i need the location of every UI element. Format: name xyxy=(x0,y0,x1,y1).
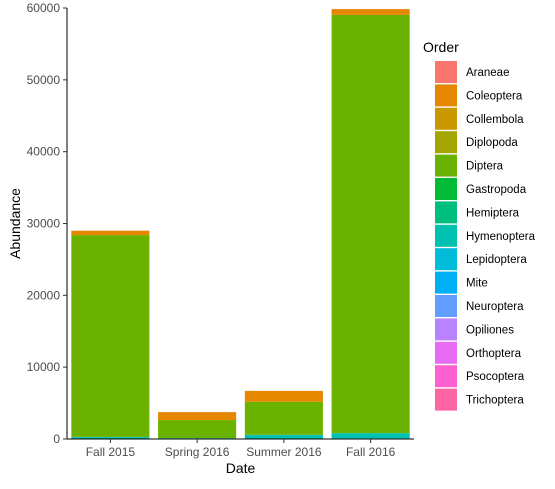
bar-segment-diptera-fall-2015 xyxy=(71,235,149,437)
bar-segment-hymenoptera-summer-2016 xyxy=(245,435,323,439)
y-tick-label: 50000 xyxy=(27,73,61,87)
y-tick-label: 0 xyxy=(53,432,60,446)
legend-key-coleoptera xyxy=(435,84,457,106)
legend-label-coleoptera: Coleoptera xyxy=(466,90,523,102)
bar-segment-diptera-fall-2016 xyxy=(332,15,410,433)
legend-key-neuroptera xyxy=(435,295,457,317)
bar-segment-coleoptera-spring-2016 xyxy=(158,412,236,420)
legend: Order Araneae Coleoptera Collembola Diplopod… xyxy=(423,39,536,411)
x-tick-label: Spring 2016 xyxy=(165,445,230,459)
legend-key-gastropoda xyxy=(435,178,457,200)
legend-label-gastropoda: Gastropoda xyxy=(466,184,527,196)
bars-layer xyxy=(71,9,409,439)
y-tick-label: 60000 xyxy=(27,1,61,15)
legend-title: Order xyxy=(423,39,459,55)
x-axis-title: Date xyxy=(226,460,256,476)
legend-label-orthoptera: Orthoptera xyxy=(466,348,522,360)
bar-segment-diptera-summer-2016 xyxy=(245,402,323,435)
legend-key-araneae xyxy=(435,61,457,83)
legend-key-hemiptera xyxy=(435,201,457,223)
legend-key-diptera xyxy=(435,155,457,177)
legend-label-hemiptera: Hemiptera xyxy=(466,207,520,219)
legend-label-trichoptera: Trichoptera xyxy=(466,395,524,407)
y-tick-label: 40000 xyxy=(27,145,61,159)
legend-key-lepidoptera xyxy=(435,248,457,270)
legend-label-opiliones: Opiliones xyxy=(466,324,514,336)
legend-label-diptera: Diptera xyxy=(466,161,504,173)
y-tick-label: 30000 xyxy=(27,217,61,231)
bar-segment-coleoptera-fall-2015 xyxy=(71,231,149,235)
y-tick-label: 10000 xyxy=(27,360,61,374)
x-tick-label: Fall 2016 xyxy=(346,445,396,459)
legend-key-diplopoda xyxy=(435,131,457,153)
y-tick-label: 20000 xyxy=(27,288,61,302)
legend-label-neuroptera: Neuroptera xyxy=(466,301,524,313)
y-axis-title: Abundance xyxy=(7,188,23,259)
bar-segment-diptera-spring-2016 xyxy=(158,420,236,438)
legend-key-hymenoptera xyxy=(435,225,457,247)
legend-label-lepidoptera: Lepidoptera xyxy=(466,254,527,266)
legend-key-orthoptera xyxy=(435,342,457,364)
legend-key-collembola xyxy=(435,108,457,130)
bar-segment-coleoptera-fall-2016 xyxy=(332,9,410,15)
legend-key-opiliones xyxy=(435,318,457,340)
bar-segment-coleoptera-summer-2016 xyxy=(245,391,323,402)
legend-key-mite xyxy=(435,272,457,294)
legend-label-collembola: Collembola xyxy=(466,114,524,126)
legend-label-mite: Mite xyxy=(466,278,488,290)
legend-key-trichoptera xyxy=(435,389,457,411)
legend-label-diplopoda: Diplopoda xyxy=(466,137,518,149)
x-tick-label: Fall 2015 xyxy=(86,445,136,459)
legend-label-araneae: Araneae xyxy=(466,67,509,79)
legend-label-hymenoptera: Hymenoptera xyxy=(466,231,536,243)
bar-segment-hymenoptera-fall-2015 xyxy=(71,437,149,438)
legend-label-psocoptera: Psocoptera xyxy=(466,371,525,383)
x-tick-label: Summer 2016 xyxy=(246,445,322,459)
legend-key-psocoptera xyxy=(435,365,457,387)
bar-segment-hymenoptera-fall-2016 xyxy=(332,433,410,438)
